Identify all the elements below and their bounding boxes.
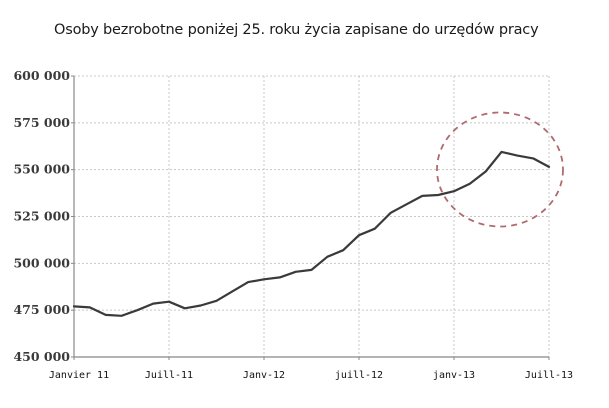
x-axis-tick-labels: Janvier 11 Juill-11 Janv-12 juill-12 janv-13… [49, 370, 573, 381]
y-tick-label: 450 000 [13, 349, 70, 364]
axes [71, 75, 550, 360]
x-tick-label: janv-13 [433, 370, 475, 381]
x-tick-label: Juill-13 [525, 370, 573, 381]
x-tick-label: Janv-12 [243, 370, 285, 381]
y-tick-label: 475 000 [13, 302, 70, 317]
x-tick-label: juill-12 [335, 370, 383, 381]
y-tick-label: 575 000 [13, 115, 70, 130]
x-tick-label: Juill-11 [145, 370, 193, 381]
data-line [72, 150, 551, 317]
chart-title: Osoby bezrobotne poniżej 25. roku życia … [54, 22, 539, 38]
y-tick-label: 550 000 [13, 162, 70, 177]
y-tick-label: 500 000 [13, 255, 70, 270]
y-tick-label: 600 000 [13, 68, 70, 83]
y-axis-tick-labels: 600 000 575 000 550 000 525 000 500 000 475 0… [13, 68, 70, 364]
gridlines [74, 75, 550, 357]
y-tick-label: 525 000 [13, 209, 70, 224]
x-tick-label: Janvier 11 [49, 370, 109, 381]
highlight-circle [436, 111, 564, 228]
